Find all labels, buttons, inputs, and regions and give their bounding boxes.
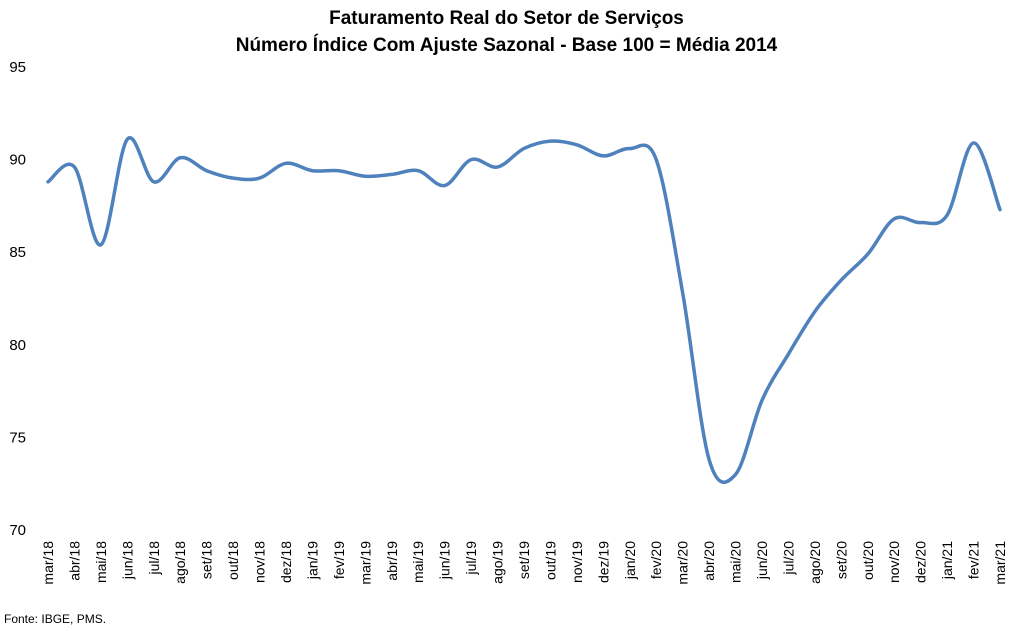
x-tick-label: mar/18: [40, 541, 56, 585]
x-tick-label: ago/19: [490, 541, 506, 584]
x-tick-label: ago/20: [807, 541, 823, 584]
x-tick-label: jan/20: [622, 541, 638, 580]
x-tick-label: dez/20: [913, 541, 929, 583]
x-tick-label: mar/19: [357, 541, 373, 585]
chart-subtitle: Número Índice Com Ajuste Sazonal - Base …: [235, 35, 778, 56]
y-tick-label: 75: [9, 429, 26, 446]
x-tick-label: jul/18: [146, 541, 162, 576]
x-tick-label: jun/20: [754, 541, 770, 580]
chart-title: Faturamento Real do Setor de Serviços: [329, 8, 684, 29]
x-tick-label: out/19: [542, 541, 558, 580]
x-tick-label: nov/18: [252, 541, 268, 583]
x-tick-label: mar/20: [675, 541, 691, 585]
x-tick-label: nov/20: [886, 541, 902, 583]
x-tick-label: set/18: [199, 541, 215, 579]
x-tick-label: mar/21: [992, 541, 1008, 585]
x-tick-label: abr/18: [66, 541, 82, 581]
x-tick-label: jun/19: [437, 541, 453, 580]
x-tick-label: dez/19: [595, 541, 611, 583]
x-tick-label: set/19: [516, 541, 532, 579]
x-tick-label: dez/18: [278, 541, 294, 583]
x-tick-label: jun/18: [119, 541, 135, 580]
x-tick-label: fev/21: [966, 541, 982, 579]
y-tick-label: 95: [9, 59, 26, 76]
x-tick-label: mai/18: [93, 541, 109, 583]
x-tick-label: out/18: [225, 541, 241, 580]
y-tick-label: 90: [9, 152, 26, 169]
x-tick-label: jul/19: [463, 541, 479, 576]
x-tick-label: jan/19: [304, 541, 320, 580]
x-tick-label: nov/19: [569, 541, 585, 583]
source-note: Fonte: IBGE, PMS.: [4, 612, 107, 626]
x-tick-label: jul/20: [780, 541, 796, 576]
y-tick-label: 70: [9, 522, 26, 539]
x-tick-label: fev/19: [331, 541, 347, 579]
y-tick-label: 80: [9, 337, 26, 354]
x-tick-label: mai/19: [410, 541, 426, 583]
x-tick-label: ago/18: [172, 541, 188, 584]
x-tick-label: abr/19: [384, 541, 400, 581]
x-tick-label: fev/20: [648, 541, 664, 579]
x-tick-label: abr/20: [701, 541, 717, 581]
x-tick-label: mai/20: [728, 541, 744, 583]
x-tick-label: set/20: [833, 541, 849, 579]
series-line: [46, 136, 1002, 484]
y-tick-label: 85: [9, 244, 26, 261]
x-tick-label: out/20: [860, 541, 876, 580]
x-tick-label: jan/21: [939, 541, 955, 580]
